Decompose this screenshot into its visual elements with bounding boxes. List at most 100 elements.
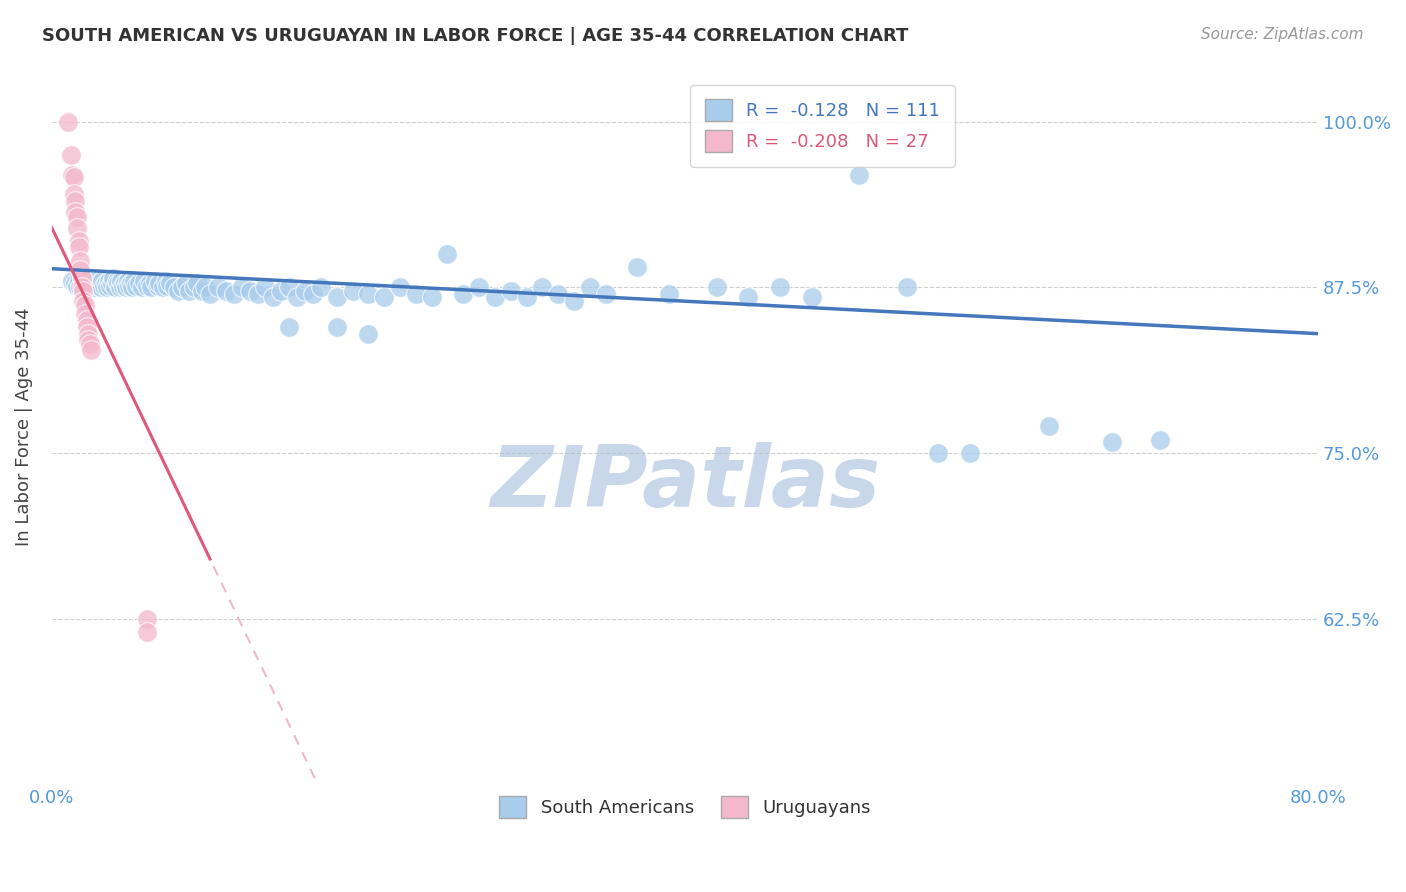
Point (484, 289, 506, 303)
Point (278, 320, 301, 334)
Point (231, 280, 253, 294)
Point (143, 274, 166, 288)
Point (848, 168, 870, 182)
Point (959, 446, 981, 460)
Point (800, 289, 823, 303)
Point (59, 147, 82, 161)
Point (77, 277, 100, 291)
Point (176, 277, 198, 291)
Point (60, 168, 83, 182)
Point (70, 271, 93, 285)
Point (769, 280, 792, 294)
Point (1038, 419, 1060, 434)
Legend: South Americans, Uruguayans: South Americans, Uruguayans (492, 789, 879, 825)
Point (325, 289, 347, 303)
Point (1101, 435, 1123, 450)
Point (302, 286, 325, 301)
Point (547, 286, 569, 301)
Point (579, 280, 602, 294)
Point (69, 263, 91, 277)
Point (66, 210, 89, 224)
Point (222, 286, 245, 301)
Y-axis label: In Labor Force | Age 35-44: In Labor Force | Age 35-44 (15, 307, 32, 546)
Point (1149, 433, 1171, 447)
Point (67, 240, 90, 254)
Point (658, 286, 681, 301)
Point (110, 274, 132, 288)
Point (72, 277, 94, 291)
Point (77, 326, 100, 341)
Point (278, 280, 301, 294)
Point (69, 280, 91, 294)
Point (468, 280, 491, 294)
Point (186, 277, 208, 291)
Point (70, 280, 93, 294)
Point (65, 194, 87, 208)
Point (72, 293, 94, 308)
Point (239, 285, 262, 299)
Point (94, 277, 117, 291)
Point (141, 280, 163, 294)
Point (927, 446, 949, 460)
Text: Source: ZipAtlas.com: Source: ZipAtlas.com (1201, 27, 1364, 42)
Point (105, 274, 128, 288)
Point (896, 280, 918, 294)
Point (96, 280, 118, 294)
Point (183, 280, 205, 294)
Point (84, 274, 107, 288)
Point (117, 274, 139, 288)
Point (73, 307, 96, 321)
Point (262, 289, 284, 303)
Point (67, 234, 90, 248)
Point (76, 280, 98, 294)
Point (246, 286, 269, 301)
Point (72, 285, 94, 299)
Point (80, 279, 103, 293)
Point (63, 187, 86, 202)
Point (128, 277, 150, 291)
Point (270, 285, 292, 299)
Point (66, 279, 89, 293)
Point (65, 277, 87, 291)
Point (706, 280, 728, 294)
Point (135, 612, 157, 626)
Point (115, 280, 138, 294)
Point (121, 280, 143, 294)
Point (294, 285, 316, 299)
Point (132, 274, 155, 288)
Point (737, 289, 759, 303)
Point (101, 277, 124, 291)
Point (82, 277, 104, 291)
Point (104, 280, 127, 294)
Point (152, 280, 174, 294)
Point (114, 277, 136, 291)
Point (167, 285, 190, 299)
Point (420, 289, 443, 303)
Point (162, 280, 184, 294)
Point (516, 289, 538, 303)
Text: SOUTH AMERICAN VS URUGUAYAN IN LABOR FORCE | AGE 35-44 CORRELATION CHART: SOUTH AMERICAN VS URUGUAYAN IN LABOR FOR… (42, 27, 908, 45)
Point (79, 274, 101, 288)
Point (118, 279, 141, 293)
Point (120, 277, 142, 291)
Point (179, 285, 201, 299)
Point (215, 285, 238, 299)
Point (73, 297, 96, 311)
Point (405, 286, 427, 301)
Point (122, 274, 145, 288)
Point (139, 277, 162, 291)
Point (63, 170, 86, 185)
Point (309, 280, 332, 294)
Point (107, 277, 129, 291)
Point (131, 280, 153, 294)
Point (80, 343, 103, 357)
Point (77, 334, 100, 348)
Point (198, 286, 221, 301)
Point (207, 280, 229, 294)
Point (56, 114, 79, 128)
Point (373, 289, 395, 303)
Point (194, 280, 217, 294)
Point (93, 279, 115, 293)
Point (135, 624, 157, 639)
Point (79, 337, 101, 351)
